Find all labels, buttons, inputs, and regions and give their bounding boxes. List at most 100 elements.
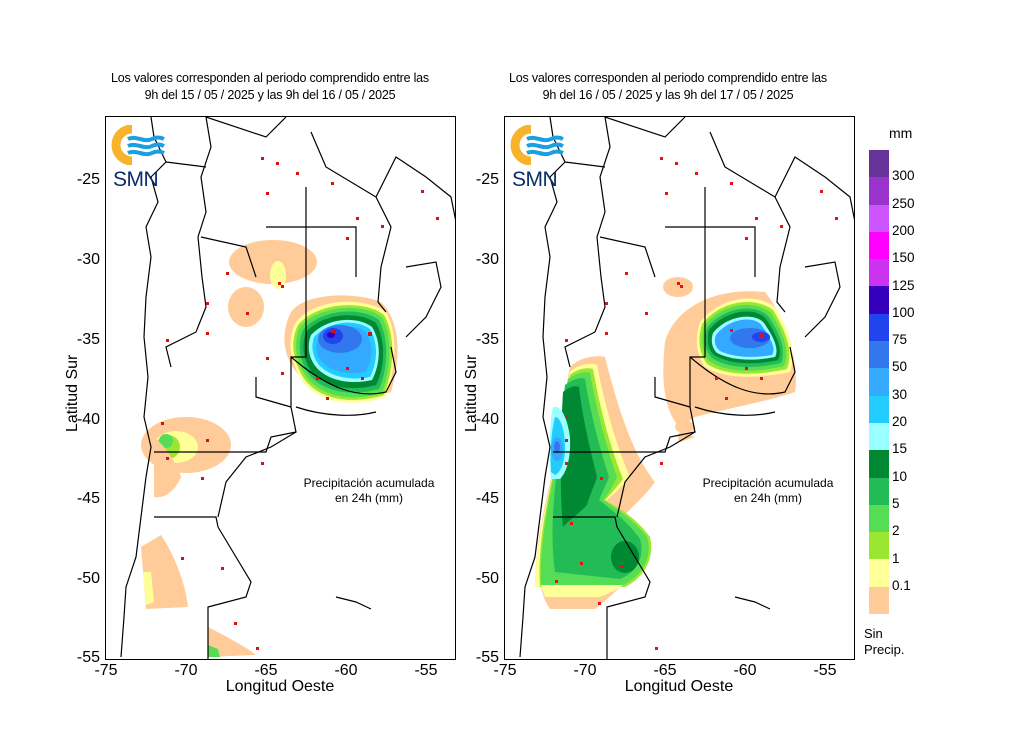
precip-area-0.1 [229,240,317,284]
logo-text: SMN [512,168,558,191]
legend-swatch [869,286,889,314]
legend-label: 50 [892,359,908,375]
legend-label: 15 [892,441,908,457]
logo-text: SMN [113,168,159,191]
xtick: -70 [174,662,198,679]
smn-logo: SMN [509,124,569,195]
ytick: -40 [475,411,499,428]
precip-area-5 [208,645,220,657]
title-line1: Los valores corresponden al periodo comp… [509,71,827,85]
xtick: -60 [334,662,358,679]
legend-swatch [869,504,889,533]
ytick: -25 [475,171,499,188]
legend-swatch [869,177,889,205]
ytick: -50 [76,570,100,587]
legend-swatch [869,341,889,369]
legend-label: 250 [892,195,915,211]
station-markers [161,157,439,650]
precip-area-0.1 [228,287,264,327]
xtick: -75 [493,662,517,679]
legend-no-precip: Sin Precip. [864,626,904,658]
no-precip-line2: Precip. [864,642,905,657]
annotation-line2: en 24h (mm) [334,491,404,505]
ytick: -55 [76,649,100,666]
ytick: -50 [475,570,499,587]
ytick: -55 [475,649,499,666]
legend-swatch [869,204,889,232]
y-axis-label: Latitud Sur [64,354,81,432]
precip-area-5 [159,434,173,448]
xtick: -65 [653,662,677,679]
legend-swatch [869,395,889,423]
ytick: -30 [475,251,499,268]
annotation-line1: Precipitación acumulada [702,476,834,490]
legend-label: 20 [892,414,908,429]
ytick: -25 [76,171,100,188]
legend-swatch [869,422,889,451]
legend-label: 100 [892,304,915,320]
station-markers [555,157,838,650]
precip-area-75 [554,441,560,453]
precip-area-0.1 [675,421,695,433]
ytick: -45 [475,490,499,507]
annotation-line1: Precipitación acumulada [303,476,435,490]
map-annotation-right: Precipitación acumulada en 24h (mm) [688,476,848,506]
x-axis-label: Longitud Oeste [225,678,335,695]
no-precip-line1: Sin [864,626,883,641]
legend-swatch [869,368,889,396]
precip-shading [535,277,796,609]
ytick: -30 [76,251,100,268]
legend-swatch [869,586,889,615]
map-frame-right [504,116,855,660]
title-line1: Los valores corresponden al periodo comp… [111,71,429,85]
precip-area-1 [541,585,623,597]
x-axis-label: Longitud Oeste [624,678,734,695]
precip-area-125 [327,332,335,338]
title-line2: 9h del 15 / 05 / 2025 y las 9h del 16 / … [144,88,396,102]
precip-area-0.1 [208,627,256,657]
map-annotation-left: Precipitación acumulada en 24h (mm) [289,476,449,506]
xtick: -60 [733,662,757,679]
precip-area-0.1 [663,277,693,297]
y-axis-label: Latitud Sur [463,354,480,432]
precip-map-left [120,117,455,659]
legend-swatch [869,259,889,287]
ytick: -40 [76,411,100,428]
precip-map-right [519,117,854,659]
legend-label: 150 [892,250,915,266]
precip-area-15 [560,386,597,527]
map-frame-left [105,116,456,660]
xtick: -55 [813,662,837,679]
legend-label: 300 [892,168,915,184]
xtick: -70 [573,662,597,679]
legend-label: 5 [892,495,900,511]
legend-label: 1 [892,550,900,566]
country-borders [120,117,455,659]
legend-label: 0.1 [892,577,911,593]
map-title-right: Los valores corresponden al periodo comp… [488,70,848,104]
xtick: -75 [94,662,118,679]
smn-logo-icon [510,124,564,166]
legend-label: 30 [892,386,908,402]
legend-label: 200 [892,222,915,238]
legend-swatch [869,532,889,560]
legend-label: 75 [892,332,908,348]
smn-logo-icon [111,124,165,166]
legend-unit: mm [889,125,913,141]
legend-swatch [869,559,889,587]
precip-area-1 [270,261,286,289]
legend-swatch [869,477,889,505]
map-title-left: Los valores corresponden al periodo comp… [90,70,450,104]
legend-swatch [869,313,889,342]
precip-shading [141,240,398,657]
legend-label: 10 [892,468,908,484]
ytick: -35 [76,331,100,348]
title-line2: 9h del 16 / 05 / 2025 y las 9h del 17 / … [542,88,794,102]
ytick: -45 [76,490,100,507]
annotation-line2: en 24h (mm) [733,491,803,505]
smn-logo: SMN [110,124,170,195]
legend-label: 2 [892,523,900,539]
legend-swatch [869,150,889,178]
legend-label: 125 [892,277,915,293]
xtick: -55 [414,662,438,679]
